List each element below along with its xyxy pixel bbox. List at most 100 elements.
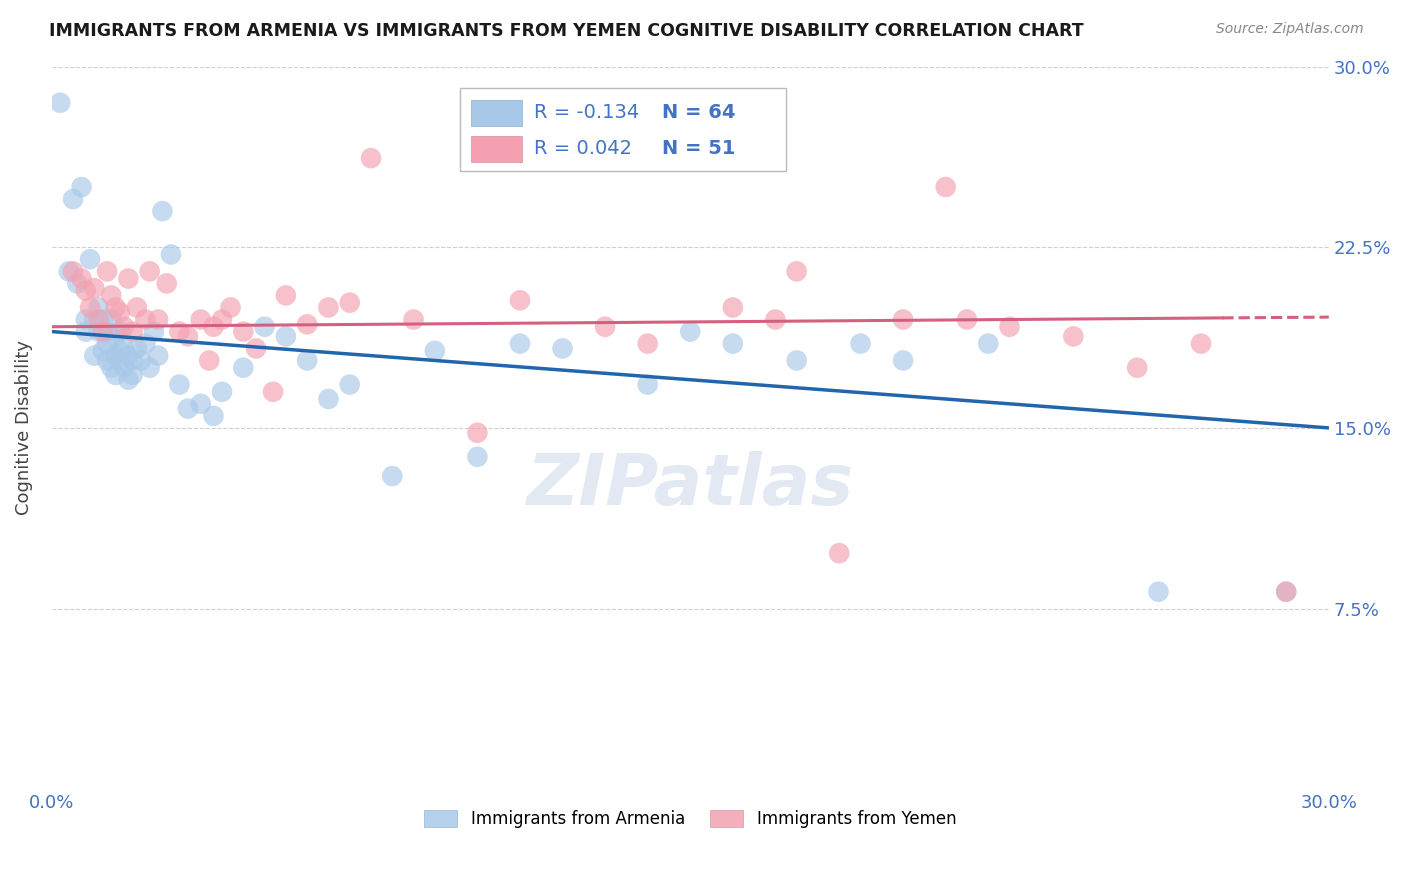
Point: [146, 312, 169, 326]
Point: [177, 329, 200, 343]
Point: [87, 312, 110, 326]
Point: [83, 281, 105, 295]
Legend: Immigrants from Armenia, Immigrants from Yemen: Immigrants from Armenia, Immigrants from…: [418, 804, 963, 835]
Point: [70, 271, 93, 285]
Point: [91, 312, 114, 326]
Point: [96, 325, 118, 339]
Point: [75, 325, 97, 339]
Point: [253, 319, 276, 334]
Text: IMMIGRANTS FROM ARMENIA VS IMMIGRANTS FROM YEMEN COGNITIVE DISABILITY CORRELATIO: IMMIGRANTS FROM ARMENIA VS IMMIGRANTS FR…: [49, 22, 1084, 40]
Point: [108, 305, 131, 319]
Point: [100, 312, 122, 326]
Point: [891, 312, 914, 326]
Point: [190, 312, 212, 326]
Point: [637, 377, 659, 392]
Point: [232, 325, 254, 339]
Point: [117, 271, 139, 285]
Point: [274, 329, 297, 343]
Point: [87, 325, 110, 339]
Point: [129, 353, 152, 368]
Point: [83, 349, 105, 363]
Point: [152, 204, 174, 219]
Point: [66, 277, 89, 291]
Point: [1275, 584, 1298, 599]
Point: [467, 450, 489, 464]
Point: [160, 247, 183, 261]
Point: [318, 301, 340, 315]
Point: [1062, 329, 1084, 343]
Point: [112, 360, 135, 375]
Point: [211, 312, 233, 326]
Point: [935, 180, 957, 194]
Point: [58, 264, 80, 278]
Point: [75, 284, 97, 298]
Point: [891, 353, 914, 368]
Point: [295, 318, 318, 332]
Point: [190, 397, 212, 411]
Point: [509, 336, 531, 351]
Point: [198, 353, 221, 368]
Point: [79, 301, 101, 315]
Point: [219, 301, 242, 315]
Point: [112, 319, 135, 334]
Point: [112, 342, 135, 356]
Point: [100, 288, 122, 302]
Point: [121, 353, 143, 368]
Point: [75, 312, 97, 326]
Point: [83, 312, 105, 326]
Point: [245, 342, 267, 356]
Point: [142, 325, 165, 339]
Point: [138, 360, 160, 375]
FancyBboxPatch shape: [460, 88, 786, 171]
Point: [134, 336, 156, 351]
Point: [849, 336, 872, 351]
Point: [134, 312, 156, 326]
Point: [121, 325, 143, 339]
Point: [637, 336, 659, 351]
Point: [763, 312, 786, 326]
Point: [1126, 360, 1149, 375]
Point: [509, 293, 531, 308]
Point: [339, 295, 361, 310]
Bar: [471, 100, 522, 126]
Point: [402, 312, 425, 326]
Point: [295, 353, 318, 368]
Point: [977, 336, 1000, 351]
Point: [121, 368, 143, 382]
Point: [721, 301, 744, 315]
Point: [104, 329, 127, 343]
Point: [360, 151, 382, 165]
Point: [262, 384, 284, 399]
Point: [108, 353, 131, 368]
Point: [786, 264, 808, 278]
Point: [96, 336, 118, 351]
Point: [104, 368, 127, 382]
Point: [100, 360, 122, 375]
Point: [1189, 336, 1212, 351]
Point: [998, 319, 1021, 334]
Point: [381, 469, 404, 483]
Text: R = -0.134: R = -0.134: [534, 103, 640, 122]
Point: [117, 349, 139, 363]
Point: [138, 264, 160, 278]
Point: [956, 312, 979, 326]
Point: [91, 325, 114, 339]
Point: [467, 425, 489, 440]
Point: [146, 349, 169, 363]
Point: [117, 373, 139, 387]
Point: [318, 392, 340, 406]
Point: [786, 353, 808, 368]
Text: Source: ZipAtlas.com: Source: ZipAtlas.com: [1216, 22, 1364, 37]
Point: [423, 343, 446, 358]
Point: [104, 349, 127, 363]
Point: [108, 343, 131, 358]
Point: [49, 95, 72, 110]
Point: [62, 192, 84, 206]
Point: [1275, 584, 1298, 599]
Point: [125, 342, 148, 356]
Point: [721, 336, 744, 351]
Point: [91, 343, 114, 358]
Point: [211, 384, 233, 399]
Text: R = 0.042: R = 0.042: [534, 139, 633, 159]
Text: N = 51: N = 51: [662, 139, 735, 159]
